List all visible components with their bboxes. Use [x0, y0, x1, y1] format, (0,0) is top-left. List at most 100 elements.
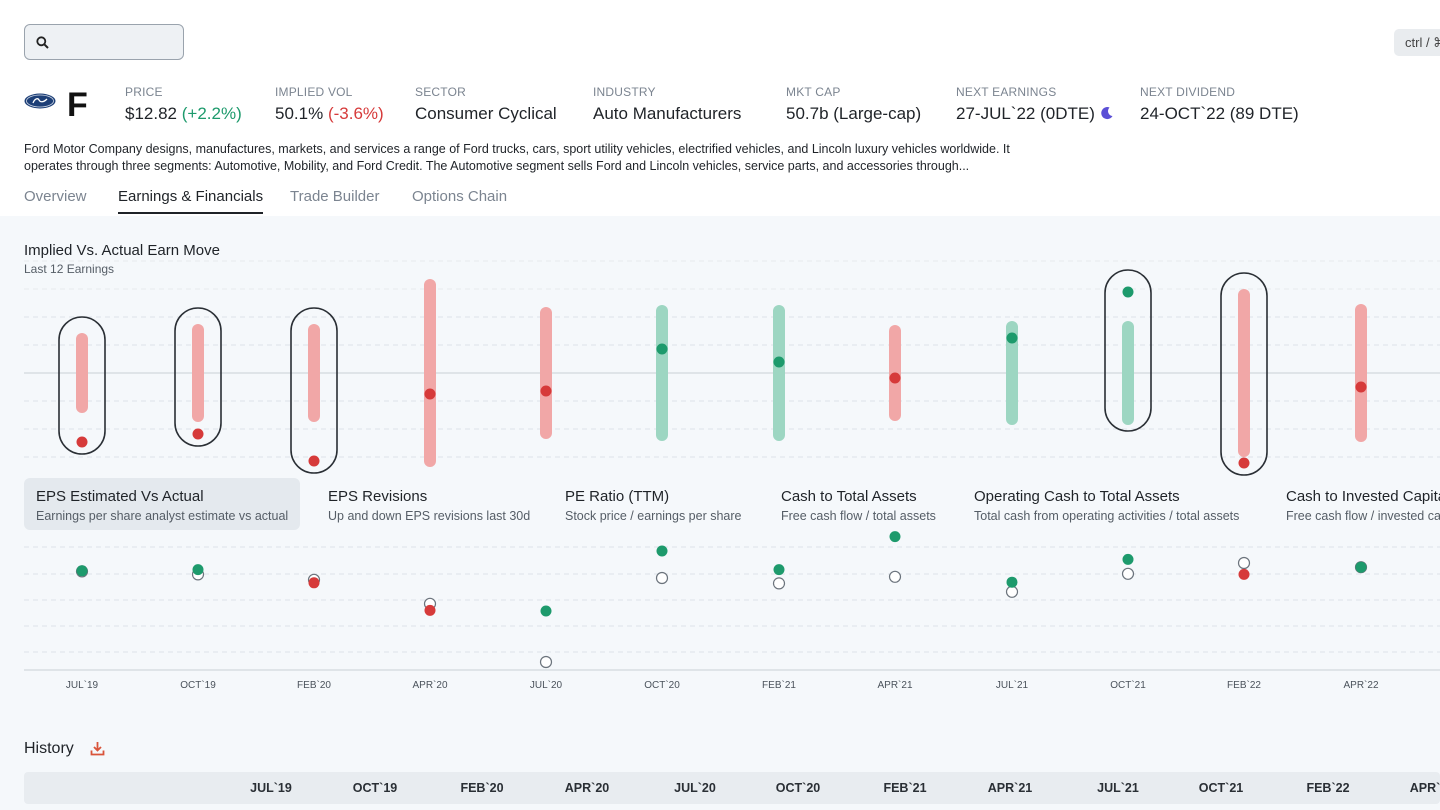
metric-tab-cash-invested-capital[interactable]: Cash to Invested Capital Free cash flow … — [1274, 478, 1440, 530]
actual-move-point — [76, 436, 88, 448]
ford-logo — [24, 93, 56, 109]
stat-next-dividend: NEXT DIVIDEND 24-OCT`22 (89 DTE) — [1140, 85, 1299, 124]
metric-subtitle: Up and down EPS revisions last 30d — [328, 509, 531, 523]
x-tick-label: JUL`20 — [530, 679, 563, 691]
outside-implied-highlight — [290, 307, 338, 474]
actual-move-point — [308, 455, 320, 467]
x-tick-label: APR`22 — [1343, 679, 1378, 691]
shortcut-hint: ctrl / ⌘ — [1394, 29, 1440, 56]
x-tick-label: FEB`22 — [1227, 679, 1261, 691]
eps-actual-point — [1238, 568, 1250, 580]
history-column-header: APR`20 — [564, 781, 610, 795]
metric-subtitle: Earnings per share analyst estimate vs a… — [36, 509, 289, 523]
metric-subtitle: Free cash flow / invested capital — [1286, 509, 1440, 523]
next-earnings-value: 27-JUL`22 (0DTE) — [956, 104, 1095, 123]
metric-title: Cash to Invested Capital — [1286, 488, 1440, 505]
metric-tab-eps-estimated[interactable]: EPS Estimated Vs Actual Earnings per sha… — [24, 478, 301, 530]
history-column-header: OCT`21 — [1198, 781, 1244, 795]
metric-tab-pe-ratio[interactable]: PE Ratio (TTM) Stock price / earnings pe… — [553, 478, 753, 530]
stat-implied-vol: IMPLIED VOL 50.1% (-3.6%) — [275, 85, 384, 124]
metric-title: PE Ratio (TTM) — [565, 488, 670, 505]
eps-estimate-point — [539, 655, 553, 669]
stat-label: IMPLIED VOL — [275, 85, 353, 99]
eps-actual-point — [1122, 553, 1134, 565]
history-column-header: FEB`22 — [1306, 781, 1350, 795]
earn-move-subtitle: Last 12 Earnings — [24, 262, 115, 276]
metric-tab-eps-revisions[interactable]: EPS Revisions Up and down EPS revisions … — [316, 478, 542, 530]
x-tick-label: OCT`20 — [644, 679, 680, 691]
ticker-symbol: F — [67, 86, 88, 124]
x-tick-label: APR`20 — [412, 679, 447, 691]
metric-tab-cash-total-assets[interactable]: Cash to Total Assets Free cash flow / to… — [769, 478, 948, 530]
eps-actual-point — [76, 565, 88, 577]
actual-move-point — [773, 356, 785, 368]
x-tick-label: OCT`19 — [180, 679, 216, 691]
actual-move-point — [889, 372, 901, 384]
company-description: Ford Motor Company designs, manufactures… — [24, 142, 1010, 173]
tab-trade-builder[interactable]: Trade Builder — [290, 188, 380, 205]
metric-subtitle: Total cash from operating activities / t… — [974, 509, 1240, 523]
price-value: $12.82 — [125, 104, 177, 123]
actual-move-point — [1355, 381, 1367, 393]
next-dividend-value: 24-OCT`22 (89 DTE) — [1140, 104, 1299, 123]
outside-implied-highlight — [58, 316, 106, 455]
x-tick-label: JUL`21 — [996, 679, 1029, 691]
actual-move-point — [192, 428, 204, 440]
metric-tab-operating-cash[interactable]: Operating Cash to Total Assets Total cas… — [962, 478, 1251, 530]
history-column-header: JUL`21 — [1097, 781, 1139, 795]
x-tick-label: APR`21 — [877, 679, 912, 691]
eps-estimate-point — [772, 577, 786, 590]
stat-label: PRICE — [125, 85, 163, 99]
earn-move-title: Implied Vs. Actual Earn Move — [24, 242, 220, 259]
eps-estimate-point — [888, 570, 902, 583]
stat-label: INDUSTRY — [593, 85, 656, 99]
tab-overview[interactable]: Overview — [24, 188, 87, 205]
outside-implied-highlight — [1220, 272, 1268, 476]
eps-estimate-point — [655, 571, 669, 585]
metric-title: Cash to Total Assets — [781, 488, 917, 505]
stat-label: NEXT EARNINGS — [956, 85, 1057, 99]
history-column-header: OCT`19 — [352, 781, 398, 795]
download-icon[interactable] — [90, 741, 105, 756]
eps-actual-point — [1355, 561, 1367, 573]
eps-estimate-point — [1005, 585, 1019, 598]
tab-earnings-financials[interactable]: Earnings & Financials — [118, 188, 264, 214]
stat-label: SECTOR — [415, 85, 466, 99]
outside-implied-highlight — [174, 307, 222, 447]
history-column-header: FEB`21 — [883, 781, 927, 795]
eps-actual-point — [889, 531, 901, 543]
sector-value: Consumer Cyclical — [415, 104, 557, 123]
iv-value: 50.1% — [275, 104, 324, 123]
price-change: (+2.2%) — [181, 104, 242, 123]
history-title: History — [24, 740, 74, 757]
x-tick-label: FEB`20 — [297, 679, 331, 691]
iv-change: (-3.6%) — [327, 104, 384, 123]
stat-label: MKT CAP — [786, 85, 841, 99]
history-column-header: APR`21 — [987, 781, 1033, 795]
history-column-header: JUL`19 — [250, 781, 292, 795]
actual-move-point — [1238, 457, 1250, 469]
actual-move-point — [1122, 286, 1134, 298]
metric-subtitle: Free cash flow / total assets — [781, 509, 936, 523]
stat-industry: INDUSTRY Auto Manufacturers — [593, 85, 741, 124]
actual-move-point — [540, 385, 552, 397]
stat-next-earnings: NEXT EARNINGS 27-JUL`22 (0DTE) — [956, 85, 1114, 124]
metric-subtitle: Stock price / earnings per share — [565, 509, 742, 523]
actual-move-point — [656, 343, 668, 355]
eps-actual-point — [424, 604, 436, 616]
history-column-header: FEB`20 — [460, 781, 504, 795]
metric-title: EPS Estimated Vs Actual — [36, 488, 204, 505]
actual-move-point — [1006, 332, 1018, 344]
history-column-header: JUL`20 — [674, 781, 716, 795]
x-tick-label: JUL`19 — [66, 679, 99, 691]
search-input[interactable] — [24, 24, 184, 60]
moon-icon — [1100, 107, 1113, 120]
stat-price: PRICE $12.82 (+2.2%) — [125, 85, 242, 124]
eps-estimate-point — [1237, 556, 1251, 570]
eps-actual-point — [540, 605, 552, 617]
tab-options-chain[interactable]: Options Chain — [412, 188, 508, 205]
industry-value: Auto Manufacturers — [593, 104, 742, 123]
outside-implied-highlight — [1104, 269, 1152, 432]
stat-sector: SECTOR Consumer Cyclical — [415, 85, 557, 124]
stat-mkt-cap: MKT CAP 50.7b (Large-cap) — [786, 85, 921, 124]
